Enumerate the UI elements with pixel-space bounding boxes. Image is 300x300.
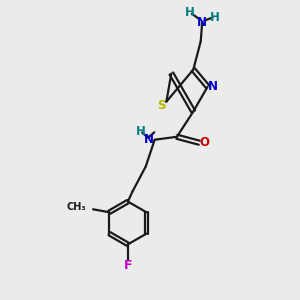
Text: N: N [208, 80, 218, 93]
Text: F: F [124, 259, 132, 272]
Text: S: S [157, 99, 165, 112]
Text: H: H [210, 11, 220, 24]
Text: O: O [200, 136, 210, 149]
Text: N: N [144, 133, 154, 146]
Text: H: H [185, 6, 195, 19]
Text: H: H [135, 125, 145, 138]
Text: N: N [197, 16, 207, 28]
Text: CH₃: CH₃ [67, 202, 86, 212]
